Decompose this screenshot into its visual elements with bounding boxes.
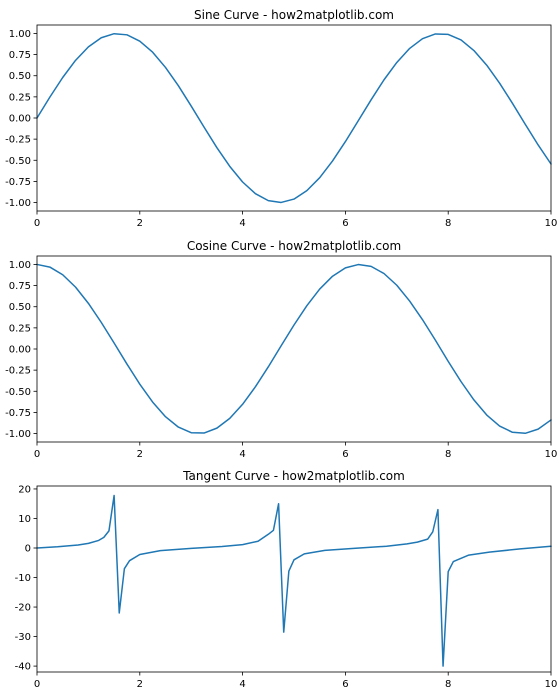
tangent-y-tick-label: -30 (15, 632, 31, 643)
tangent-chart-title: Tangent Curve - how2matplotlib.com (182, 469, 405, 483)
cosine-y-tick-label: -0.25 (5, 366, 31, 377)
tangent-series-line (36, 494, 552, 667)
sine-series-line (36, 32, 552, 204)
tangent-y-tick-label: 0 (25, 544, 31, 555)
sine-y-tick-label: 0.25 (9, 92, 31, 103)
cosine-y-tick-label: 0.25 (9, 323, 31, 334)
sine-x-tick-label: 8 (445, 218, 451, 229)
cosine-y-tick-label: -1.00 (5, 429, 31, 440)
sine-y-tick-label: -0.50 (5, 156, 31, 167)
sine-chart: Sine Curve - how2matplotlib.com 0 2 4 6 8 10 -1… (5, 8, 557, 229)
cosine-chart: Cosine Curve - how2matplotlib.com 0 2 4 6 8 10… (5, 239, 557, 460)
sine-x-tick-label: 2 (137, 218, 143, 229)
sine-chart-title: Sine Curve - how2matplotlib.com (194, 8, 394, 22)
sine-x-tick-label: 6 (342, 218, 348, 229)
sine-y-tick-label: -0.25 (5, 135, 31, 146)
tangent-chart: Tangent Curve - how2matplotlib.com 0 2 4 6 8 1… (15, 469, 558, 690)
cosine-y-tick-label: 0.50 (9, 302, 31, 313)
tangent-x-tick-label: 10 (545, 679, 558, 690)
tangent-axes-frame (36, 485, 552, 673)
cosine-x-tick-label: 0 (34, 449, 40, 460)
sine-y-tick-label: 1.00 (9, 29, 31, 40)
cosine-y-tick-label: 1.00 (9, 260, 31, 271)
tangent-x-tick-label: 0 (34, 679, 40, 690)
tangent-y-tick-label: 20 (18, 484, 31, 495)
cosine-x-tick-label: 4 (239, 449, 245, 460)
tangent-x-tick-label: 8 (445, 679, 451, 690)
tangent-y-tick-label: -20 (15, 603, 31, 614)
sine-y-tick-label: 0.50 (9, 71, 31, 82)
cosine-y-tick-label: 0.75 (9, 281, 31, 292)
sine-y-tick-label: -0.75 (5, 177, 31, 188)
cosine-axes-frame (36, 255, 552, 443)
sine-x-tick-label: 10 (545, 218, 558, 229)
cosine-x-tick-label: 8 (445, 449, 451, 460)
sine-y-tick-label: 0.75 (9, 50, 31, 61)
cosine-x-tick-label: 10 (545, 449, 558, 460)
sine-x-tick-label: 0 (34, 218, 40, 229)
cosine-chart-title: Cosine Curve - how2matplotlib.com (187, 239, 401, 253)
tangent-x-tick-label: 6 (342, 679, 348, 690)
cosine-y-tick-label: 0.00 (9, 345, 31, 356)
tangent-y-tick-label: -10 (15, 573, 31, 584)
sine-y-tick-label: -1.00 (5, 198, 31, 209)
cosine-series-line (36, 263, 552, 435)
cosine-x-tick-label: 2 (137, 449, 143, 460)
sine-y-tick-label: 0.00 (9, 114, 31, 125)
sine-axes-frame (36, 24, 552, 212)
cosine-x-tick-label: 6 (342, 449, 348, 460)
cosine-y-tick-label: -0.75 (5, 408, 31, 419)
tangent-y-tick-label: 10 (18, 514, 31, 525)
tangent-x-tick-label: 4 (239, 679, 245, 690)
tangent-x-tick-label: 2 (137, 679, 143, 690)
tangent-y-tick-label: -40 (15, 662, 31, 673)
sine-x-tick-label: 4 (239, 218, 245, 229)
cosine-y-tick-label: -0.50 (5, 387, 31, 398)
